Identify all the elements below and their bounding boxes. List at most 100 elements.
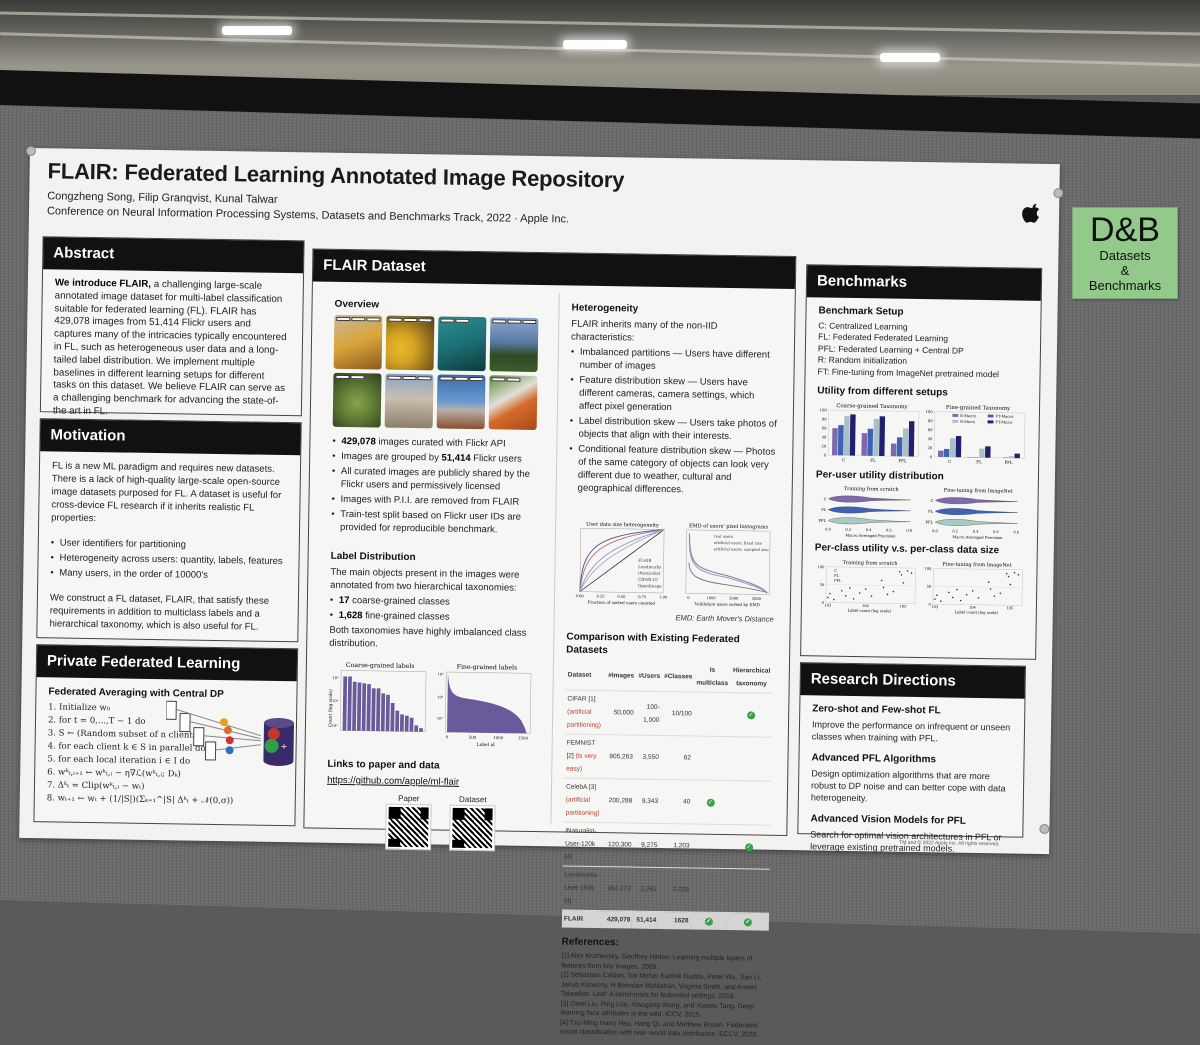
list-item: User identifiers for partitioning [51,536,287,553]
svg-text:FT-Macro: FT-Macro [995,414,1014,418]
label-outro: Both taxonomies have highly imbalanced c… [329,624,533,653]
pushpin-icon [1039,824,1049,834]
ceiling-light [222,26,292,35]
list-item: Imbalanced partitions — Users have diffe… [571,346,778,375]
motivation-bullets: User identifiers for partitioning Hetero… [50,536,287,583]
list-item: Feature distribution skew — Users have d… [570,374,778,416]
svg-text:10⁴: 10⁴ [332,699,339,703]
per-class-heading: Per-class utility v.s. per-class data si… [815,542,1025,557]
svg-text:0.6: 0.6 [993,530,999,534]
violin-charts: Training from scratch C FL PFL 0.0 0.2 0.4 0.6 0… [815,483,1026,542]
db-track-sticker: D&B Datasets & Benchmarks [1072,207,1178,299]
comparison-table: Dataset #Images #Users #Classes Is multi… [562,659,773,930]
research-heading: Research Directions [801,663,1025,699]
svg-text:103: 103 [931,605,938,609]
ceiling-light [880,53,940,62]
list-item: 1,628 fine-grained classes [330,609,534,625]
overview-heading: Overview [334,298,538,314]
svg-text:0.6: 0.6 [886,528,892,532]
check-icon: ✓ [704,918,712,926]
svg-text:FL: FL [928,510,934,514]
svg-text:10¹: 10¹ [437,717,444,721]
svg-text:EMD of users' pixel histograms: EMD of users' pixel histograms [688,523,768,530]
check-icon: ✓ [745,843,753,851]
svg-text:0.4: 0.4 [973,530,979,534]
photo-cake [334,315,383,370]
svg-text:PFL: PFL [818,519,826,523]
svg-text:0.8: 0.8 [906,529,912,533]
table-row: CIFAR [1] (artificial partitioning)50,00… [565,690,773,737]
label-bullets: 17 coarse-grained classes 1,628 fine-gra… [330,594,534,625]
benchmarks-heading: Benchmarks [807,265,1041,301]
svg-text:2000: 2000 [729,596,739,600]
poster-venue: Conference on Neural Information Process… [47,205,569,225]
list-item: Train-test split based on Flickr user ID… [331,508,535,537]
svg-text:C: C [824,497,827,501]
photo-water [438,316,487,371]
svg-text:FLAIR: FLAIR [638,558,652,563]
svg-text:PFL: PFL [834,578,842,582]
svg-text:0: 0 [824,453,827,457]
federated-diagram-icon: + [165,699,296,781]
svg-text:Training from scratch: Training from scratch [844,486,900,493]
svg-text:80: 80 [822,417,827,421]
github-link[interactable]: https://github.com/apple/ml-flair [327,775,459,788]
svg-text:PFL: PFL [1004,459,1013,464]
dataset-qr-code-icon[interactable] [450,806,495,851]
svg-text:1.00: 1.00 [659,595,668,599]
svg-text:10⁵: 10⁵ [438,672,445,676]
svg-text:Macro Averaged Precision: Macro Averaged Precision [845,534,896,539]
svg-text:20: 20 [821,444,826,448]
svg-text:Label count (log scale): Label count (log scale) [955,610,999,615]
svg-text:10⁵: 10⁵ [333,676,340,680]
svg-text:CIFAR-10: CIFAR-10 [638,577,658,582]
svg-text:0.75: 0.75 [638,595,647,599]
motivation-intro: FL is a new ML paradigm and requires new… [51,459,288,528]
svg-text:1000: 1000 [493,735,504,740]
svg-text:User data size heterogeneity: User data size heterogeneity [586,522,659,529]
list-item: Many users, in the order of 10000's [50,566,286,583]
svg-text:105: 105 [1007,606,1014,610]
svg-text:Label count (log scale): Label count (log scale) [848,608,892,613]
svg-text:0.2: 0.2 [952,529,958,533]
emd-note: EMD: Earth Mover's Distance [567,609,774,625]
svg-text:Fine-tuning from ImageNet: Fine-tuning from ImageNet [943,561,1012,568]
svg-text:FL: FL [976,459,982,464]
svg-text:Training from scratch: Training from scratch [843,560,899,567]
svg-text:0.0: 0.0 [932,529,938,533]
label-intro: The main objects present in the images w… [330,566,534,595]
poster-authors: Congzheng Song, Filip Granqvist, Kunal T… [47,190,277,206]
list-item: 17 coarse-grained classes [330,594,534,610]
heterogeneity-heading: Heterogeneity [571,302,778,318]
svg-text:20: 20 [927,446,932,450]
svg-text:50: 50 [927,584,932,588]
emd-chart: EMD of users' pixel histograms real user… [672,516,775,613]
check-icon: ✓ [706,799,714,807]
svg-text:10³: 10³ [332,724,339,728]
poster-title: FLAIR: Federated Learning Annotated Imag… [47,158,624,193]
poster: FLAIR: Federated Learning Annotated Imag… [19,148,1060,854]
abstract-lead: We introduce FLAIR, [55,277,151,290]
svg-text:105: 105 [900,604,907,608]
svg-text:40: 40 [928,437,933,441]
svg-text:+: + [281,742,288,751]
comparison-table-heading: Comparison with Existing Federated Datas… [566,630,773,659]
photo-carrots [489,375,538,430]
paper-qr-code-icon[interactable] [386,805,431,850]
list-item: Label distribution skew — Users take pho… [569,415,776,444]
list-item: Images are grouped by 51,414 Flickr user… [332,450,536,466]
fine-labels-chart: Fine-grained labels 10⁵ 10³ 10¹ 0 500 10… [433,655,534,757]
svg-text:100: 100 [926,410,934,414]
svg-text:Fine-grained labels: Fine-grained labels [457,664,518,672]
dataset-section: FLAIR Dataset Overview 429,078 images cu… [303,248,796,836]
svg-text:C: C [931,499,934,503]
svg-text:50: 50 [820,582,825,586]
svg-text:FT-Micro: FT-Micro [995,420,1013,424]
